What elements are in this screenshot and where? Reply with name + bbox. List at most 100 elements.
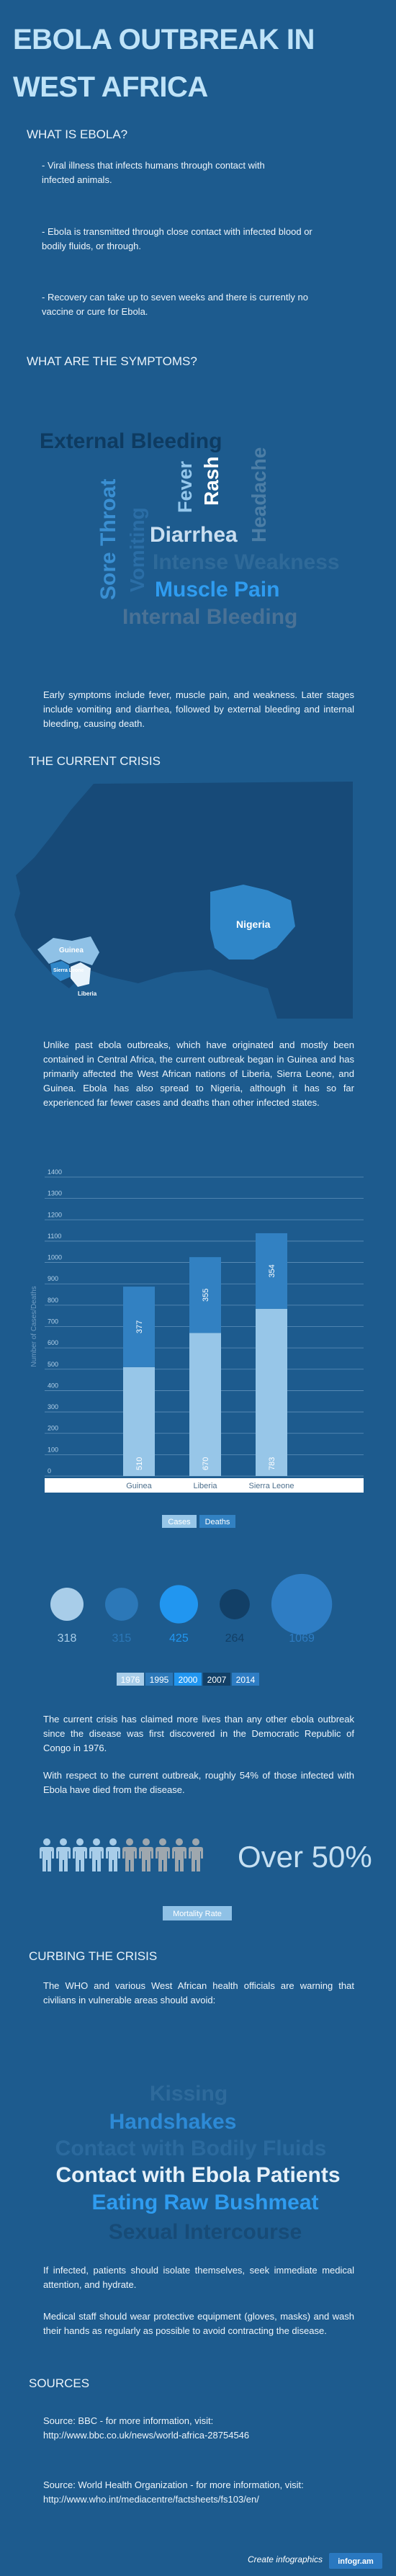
bubble-label: 264 <box>225 1632 245 1645</box>
value-label: 377 <box>135 1320 144 1333</box>
avoid-word: Contact with Ebola Patients <box>55 2163 340 2187</box>
symptom-word: External Bleeding <box>40 429 222 453</box>
section-heading: WHAT IS EBOLA? <box>27 128 128 141</box>
section-heading: WHAT ARE THE SYMPTOMS? <box>27 354 197 368</box>
paragraph: Unlike past ebola outbreaks, which have … <box>43 1039 354 1108</box>
bar-segment <box>123 1367 155 1476</box>
y-tick-label: 600 <box>48 1339 58 1346</box>
section-heading: SOURCES <box>29 2376 90 2390</box>
y-tick-label: 1100 <box>48 1233 61 1240</box>
y-tick-label: 100 <box>48 1446 58 1453</box>
value-label: 670 <box>202 1457 210 1470</box>
person-icon <box>89 1838 104 1871</box>
value-label: 783 <box>268 1457 276 1470</box>
y-tick-label: 300 <box>48 1403 58 1410</box>
section-heading: CURBING THE CRISIS <box>29 1949 158 1963</box>
bar-segment <box>256 1233 287 1309</box>
symptom-word: Muscle Pain <box>155 578 279 601</box>
footer-text: Create infographics <box>248 2554 323 2564</box>
y-tick-label: 1400 <box>48 1168 62 1176</box>
avoid-list: Kissing Handshakes Contact with Bodily F… <box>55 2082 341 2244</box>
map-label: Guinea <box>59 947 84 954</box>
sierra-leone-shape <box>50 961 71 981</box>
liberia-shape <box>71 962 91 987</box>
brand-button[interactable] <box>329 2553 382 2569</box>
bar-segment <box>189 1333 221 1476</box>
bar-segment <box>123 1287 155 1367</box>
footer: Create infographics infogr.am <box>248 2553 382 2569</box>
value-label: 355 <box>202 1289 210 1302</box>
symptom-word: Internal Bleeding <box>122 605 297 629</box>
guinea-shape <box>37 936 99 965</box>
paragraph: With respect to the current outbreak, ro… <box>43 1770 354 1795</box>
y-tick-label: 200 <box>48 1425 58 1432</box>
avoid-word: Handshakes <box>109 2110 237 2134</box>
bubble <box>271 1573 333 1635</box>
bubble-label: 318 <box>58 1632 77 1645</box>
legend-label: 1976 <box>121 1675 140 1685</box>
legend-swatch <box>203 1673 230 1686</box>
legend-label: 2014 <box>236 1675 256 1685</box>
symptom-cloud: External Bleeding Sore Throat Vomiting F… <box>40 429 340 629</box>
bubble <box>159 1585 198 1624</box>
legend-swatch <box>162 1515 197 1528</box>
paragraph: Early symptoms include fever, muscle pai… <box>43 689 354 729</box>
legend-swatch <box>199 1515 235 1528</box>
legend-swatch <box>232 1673 259 1686</box>
symptom-word: Sore Throat <box>96 479 120 600</box>
person-icon <box>40 1838 54 1871</box>
y-tick-label: 400 <box>48 1382 58 1389</box>
person-icon <box>139 1838 153 1871</box>
x-tick-label: Liberia <box>193 1482 217 1490</box>
y-tick-label: 900 <box>48 1275 58 1282</box>
legend-swatch <box>117 1673 144 1686</box>
west-africa-land <box>14 782 353 1019</box>
source: Source: World Health Organization - for … <box>43 2479 304 2505</box>
legend-label: 2000 <box>179 1675 198 1685</box>
bullet: - Viral illness that infects humans thro… <box>42 160 265 185</box>
symptom-word: Fever <box>174 460 196 513</box>
legend-label: Cases <box>168 1518 191 1526</box>
symptom-word: Headache <box>248 447 270 542</box>
paragraph: The WHO and various West African health … <box>43 1980 354 2005</box>
person-icon <box>73 1838 87 1871</box>
mortality-label-box <box>163 1906 232 1920</box>
person-icon <box>56 1838 71 1871</box>
legend-swatch <box>145 1673 173 1686</box>
paragraph: Medical staff should wear protective equ… <box>43 2311 354 2336</box>
y-tick-label: 0 <box>48 1467 51 1475</box>
bubble <box>219 1589 250 1619</box>
paragraph: If infected, patients should isolate the… <box>43 2265 354 2290</box>
map-label: Nigeria <box>236 918 271 930</box>
nigeria-shape <box>210 885 295 960</box>
legend-label: Deaths <box>205 1518 230 1526</box>
y-tick-label: 1200 <box>48 1211 62 1218</box>
x-tick-label: Guinea <box>126 1482 152 1490</box>
legend-label: 1995 <box>150 1675 169 1685</box>
avoid-word: Sexual Intercourse <box>109 2220 302 2244</box>
mortality-figure: Over 50% <box>238 1840 372 1874</box>
bar-segment <box>256 1308 287 1476</box>
bar-chart: 0 100 200 300 400 500 600 700 800 900 1000 1100 1200… <box>30 1168 364 1528</box>
section-heading: THE CURRENT CRISIS <box>29 754 161 768</box>
y-tick-label: 700 <box>48 1318 58 1325</box>
bubble-label: 315 <box>112 1632 132 1645</box>
symptom-word: Intense Weakness <box>153 550 340 574</box>
bar-segment <box>189 1257 221 1333</box>
avoid-word: Kissing <box>150 2082 228 2106</box>
bubble <box>105 1588 138 1621</box>
source: Source: BBC - for more information, visi… <box>43 2415 250 2441</box>
bullet: - Ebola is transmitted through close con… <box>42 226 312 251</box>
symptom-word: Rash <box>200 457 222 506</box>
brand-text[interactable]: infogr.am <box>338 2557 374 2566</box>
bubble-label: 1069 <box>289 1632 315 1645</box>
x-tick-label: Sierra Leone <box>249 1482 294 1490</box>
symptom-word: Diarrhea <box>150 523 238 547</box>
y-tick-label: 1300 <box>48 1190 62 1197</box>
map-label: Sierra Leone <box>53 968 84 973</box>
avoid-word: Eating Raw Bushmeat <box>91 2191 318 2214</box>
value-label: 510 <box>135 1457 144 1470</box>
person-icon <box>122 1838 137 1871</box>
pictograph: Over 50% Mortality Rate <box>40 1838 372 1920</box>
